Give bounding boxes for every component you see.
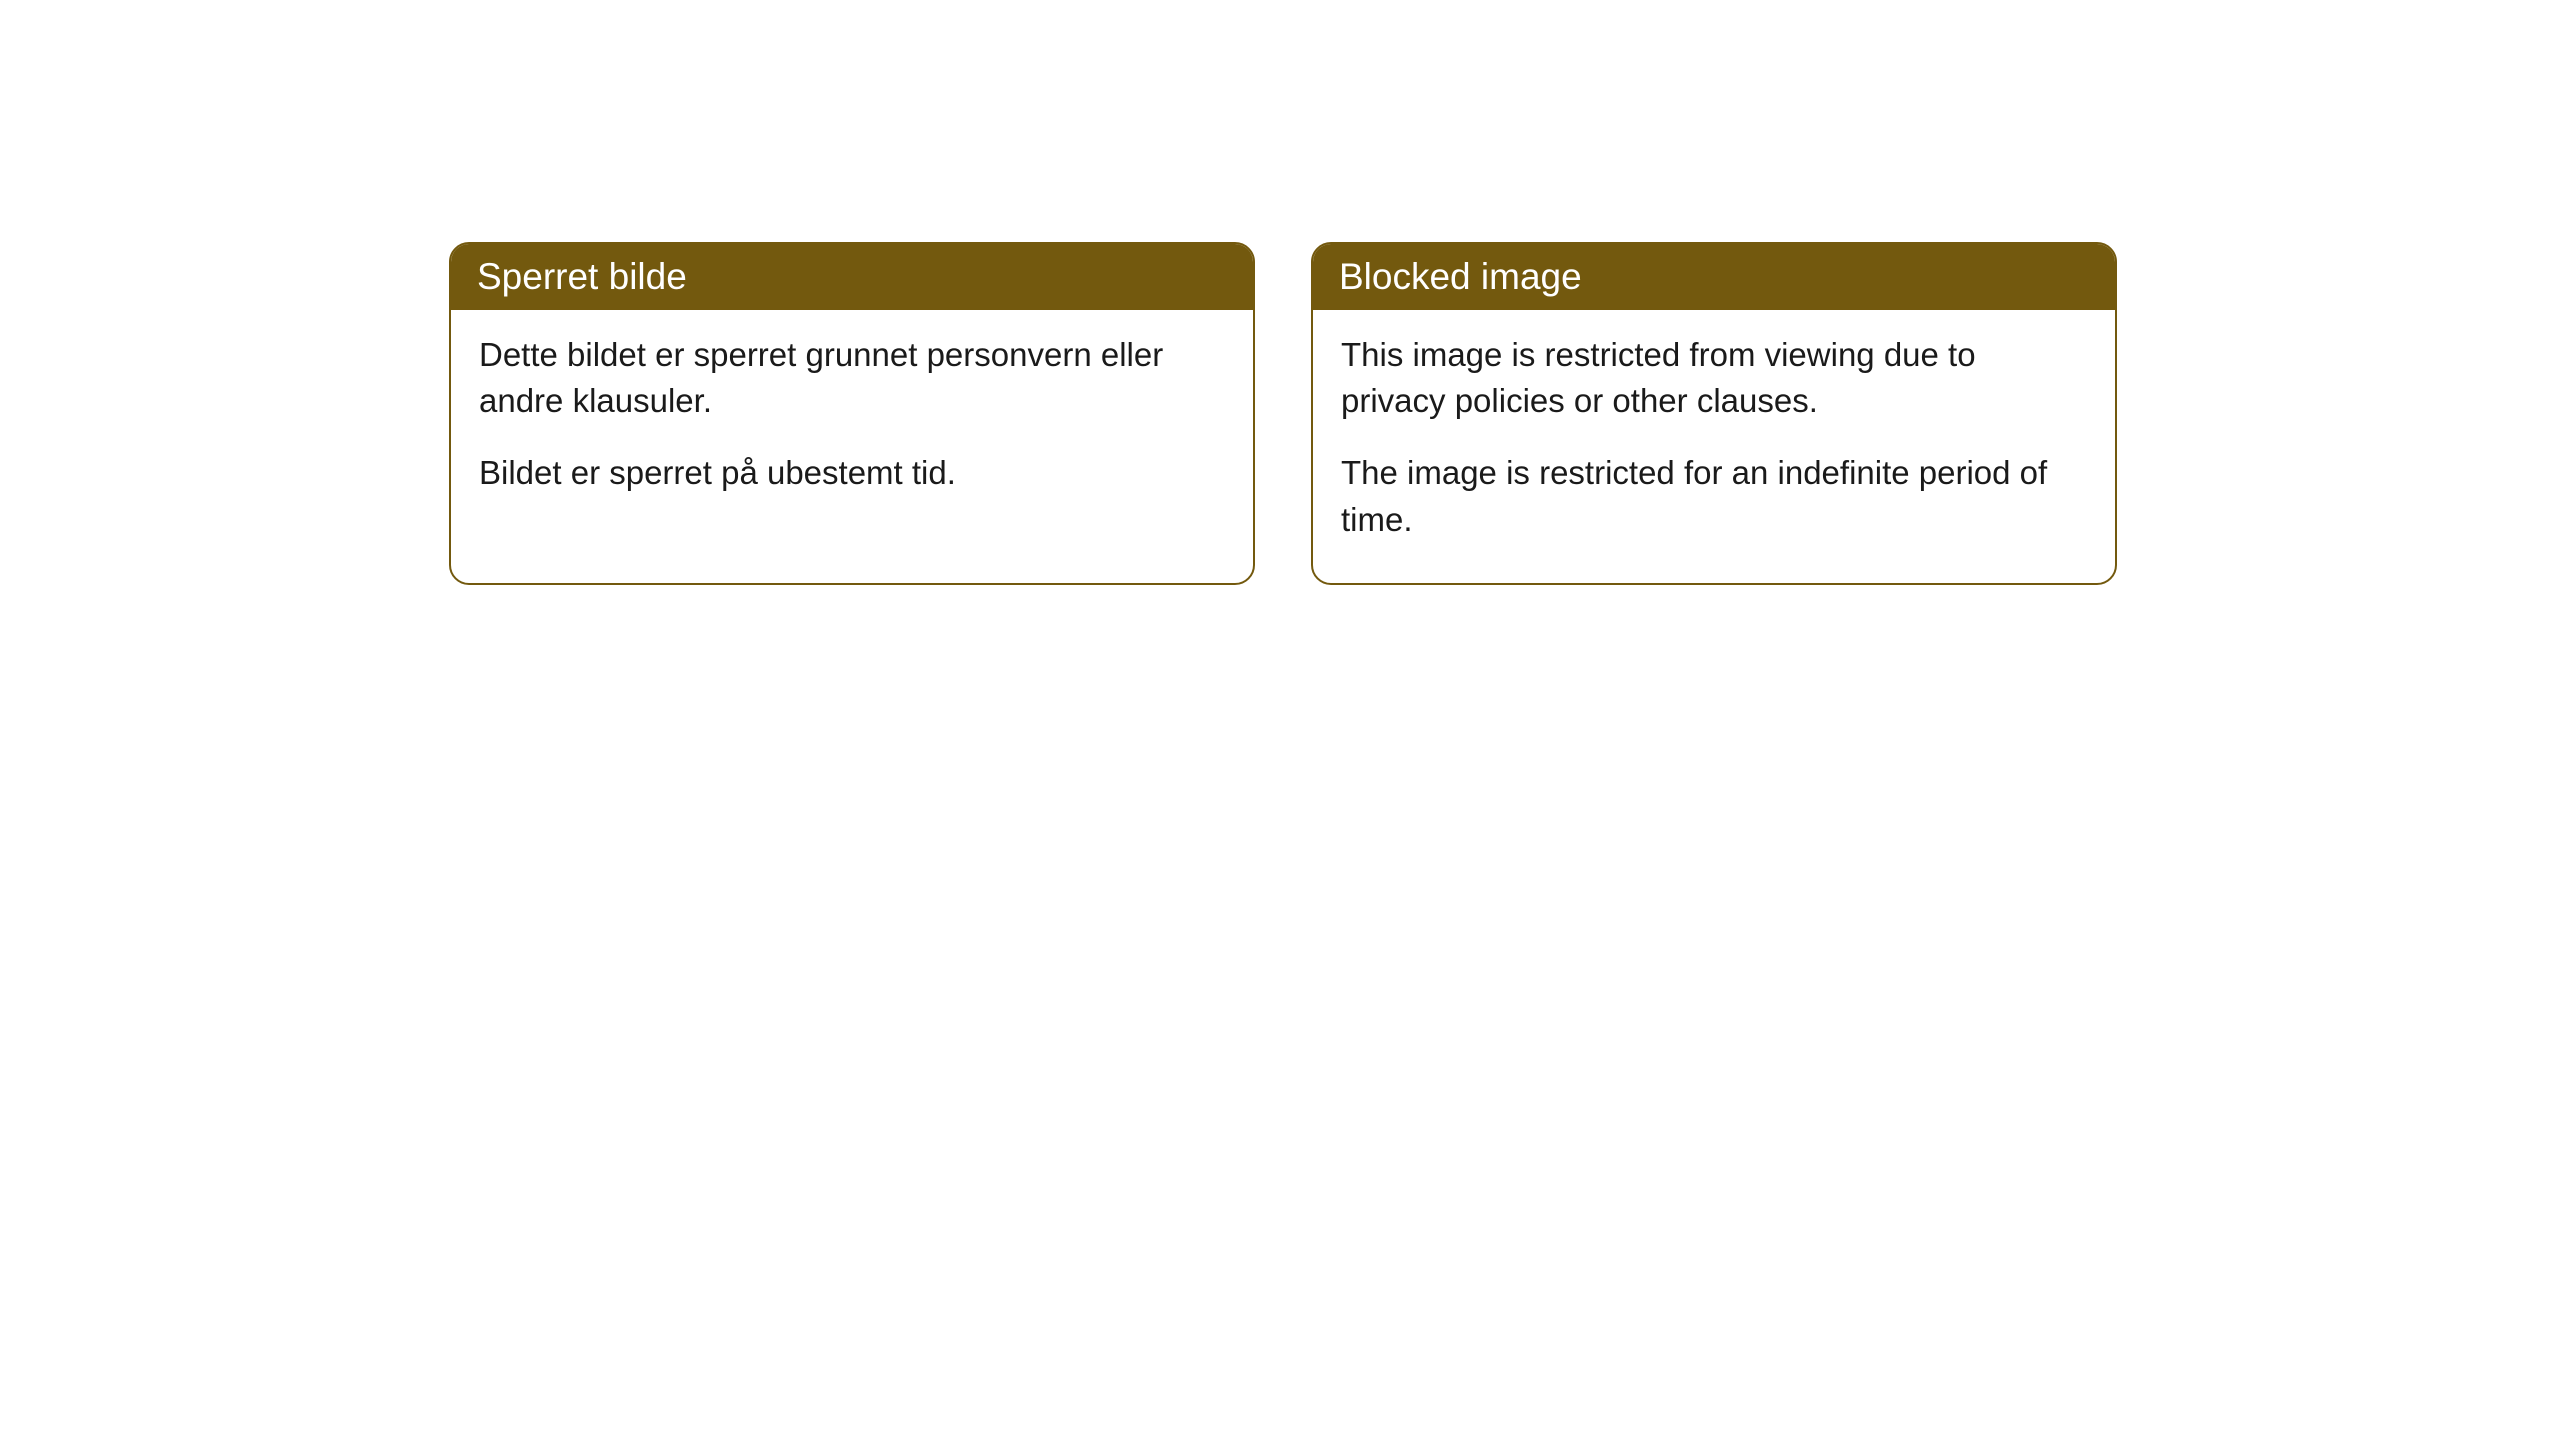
notice-cards-container: Sperret bilde Dette bildet er sperret gr… — [449, 242, 2117, 585]
card-header-no: Sperret bilde — [451, 244, 1253, 310]
card-body-no: Dette bildet er sperret grunnet personve… — [451, 310, 1253, 537]
card-body-en: This image is restricted from viewing du… — [1313, 310, 2115, 583]
card-text-no-1: Dette bildet er sperret grunnet personve… — [479, 332, 1225, 424]
card-text-en-2: The image is restricted for an indefinit… — [1341, 450, 2087, 542]
blocked-image-card-no: Sperret bilde Dette bildet er sperret gr… — [449, 242, 1255, 585]
card-text-en-1: This image is restricted from viewing du… — [1341, 332, 2087, 424]
card-header-en: Blocked image — [1313, 244, 2115, 310]
blocked-image-card-en: Blocked image This image is restricted f… — [1311, 242, 2117, 585]
card-text-no-2: Bildet er sperret på ubestemt tid. — [479, 450, 1225, 496]
